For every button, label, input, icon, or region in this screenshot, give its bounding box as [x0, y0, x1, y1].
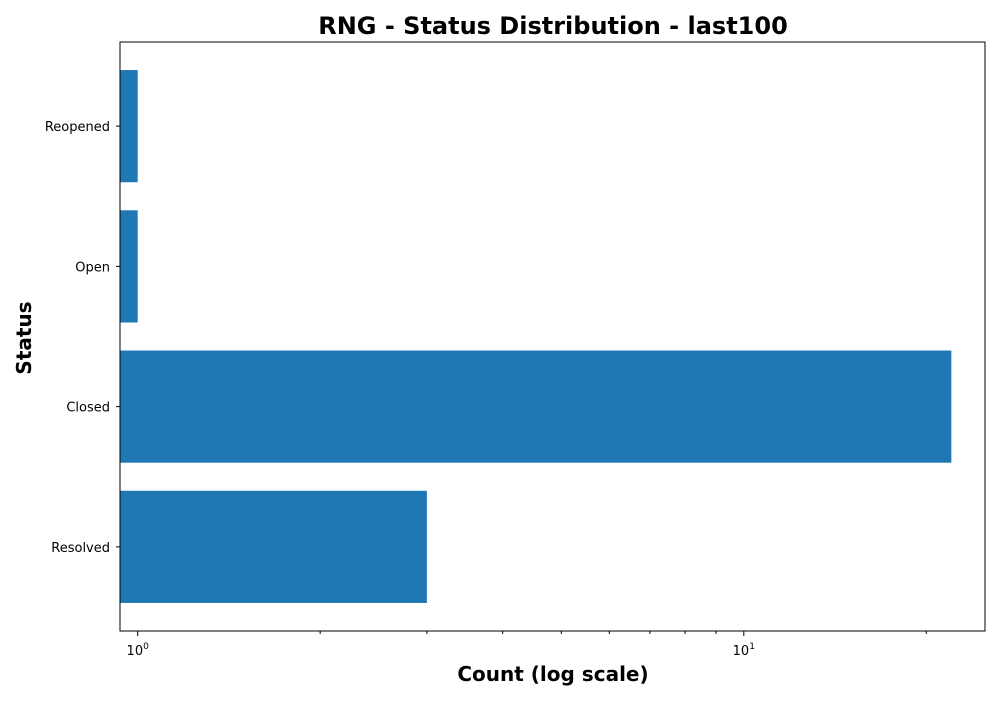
y-axis-label: Status — [12, 301, 36, 374]
bar-closed — [120, 350, 952, 463]
x-tick-label: 100 — [127, 642, 150, 659]
y-tick-label: Reopened — [45, 120, 110, 135]
ticks-group: Resolved Closed Open Reopened 100 101 — [45, 120, 927, 659]
x-tick-label: 101 — [733, 642, 755, 659]
y-tick-label: Open — [75, 260, 110, 275]
bar-open — [120, 210, 138, 323]
plot-area-frame — [119, 41, 986, 632]
chart-title: RNG - Status Distribution - last100 — [318, 12, 788, 40]
y-tick-label: Closed — [66, 401, 110, 416]
x-axis-label: Count (log scale) — [457, 662, 648, 686]
bar-resolved — [120, 490, 427, 603]
bar-reopened — [120, 70, 138, 183]
bars-group — [120, 70, 952, 603]
y-tick-label: Resolved — [51, 541, 110, 556]
